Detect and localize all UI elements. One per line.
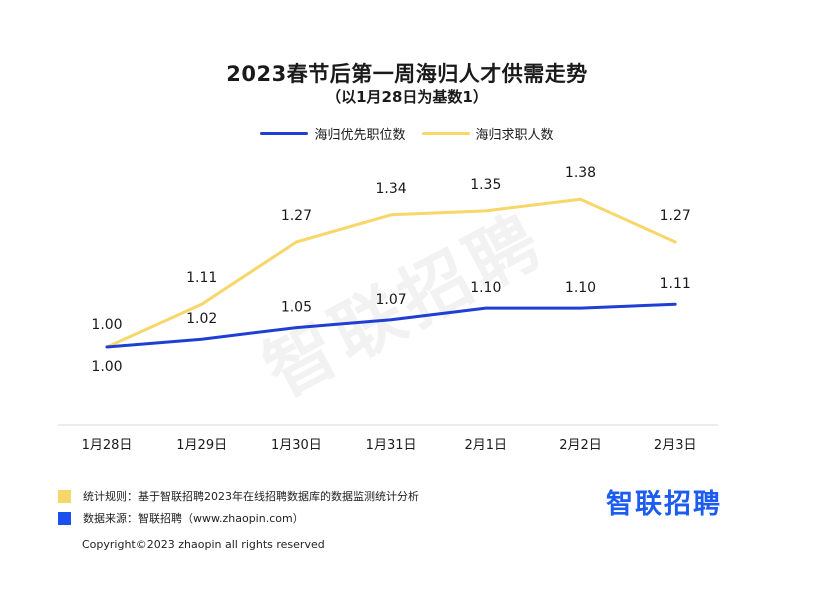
x-tick-label: 2月2日 (559, 438, 602, 453)
copyright: Copyright©2023 zhaopin all rights reserv… (82, 538, 325, 551)
note-rule-text: 统计规则：基于智联招聘2023年在线招聘数据库的数据监测统计分析 (83, 490, 419, 503)
notes: 统计规则：基于智联招聘2023年在线招聘数据库的数据监测统计分析 数据来源：智联… (58, 485, 419, 529)
x-tick-label: 1月30日 (271, 438, 322, 453)
data-label-jobs: 1.02 (186, 311, 217, 327)
x-tick-label: 1月31日 (366, 438, 417, 453)
data-label-seekers: 1.34 (376, 181, 407, 197)
chart-title: 2023春节后第一周海归人才供需走势 (226, 62, 588, 86)
legend-label-jobs: 海归优先职位数 (314, 128, 406, 143)
legend-swatch-seekers (421, 132, 470, 135)
data-label-jobs: 1.10 (565, 280, 596, 296)
legend-label-seekers: 海归求职人数 (475, 128, 554, 143)
x-tick-label: 1月29日 (176, 438, 227, 453)
brand-logo: 智联招聘 (606, 489, 722, 520)
legend: 海归优先职位数 海归求职人数 (0, 124, 814, 143)
x-tick-label: 2月1日 (465, 438, 508, 453)
data-label-seekers: 1.00 (91, 317, 122, 333)
data-label-seekers: 1.38 (565, 165, 596, 181)
data-label-jobs: 1.10 (470, 280, 501, 296)
legend-item-seekers: 海归求职人数 (421, 124, 554, 143)
data-label-seekers: 1.35 (470, 177, 501, 193)
legend-swatch-jobs (260, 132, 309, 135)
series-line-seekers (105, 197, 677, 349)
data-label-seekers: 1.27 (281, 208, 312, 224)
legend-item-jobs: 海归优先职位数 (260, 124, 406, 143)
data-label-seekers: 1.11 (186, 270, 217, 286)
note-rule: 统计规则：基于智联招聘2023年在线招聘数据库的数据监测统计分析 (58, 485, 419, 507)
note-source-text: 数据来源：智联招聘（www.zhaopin.com） (83, 512, 304, 525)
note-source: 数据来源：智联招聘（www.zhaopin.com） (58, 507, 419, 529)
series-line-jobs (105, 302, 677, 349)
x-tick-label: 2月3日 (654, 438, 697, 453)
data-label-jobs: 1.00 (91, 359, 122, 375)
line-chart: 1月28日 1月29日 1月30日 1月31日 2月1日 2月2日 2月3日 1.00 1.02… (58, 165, 718, 453)
note-rule-swatch (58, 489, 71, 503)
data-label-jobs: 1.05 (281, 300, 312, 316)
x-tick-label: 1月28日 (82, 438, 133, 453)
data-label-seekers: 1.27 (660, 208, 691, 224)
note-source-swatch (58, 511, 71, 525)
data-label-jobs: 1.07 (376, 292, 407, 308)
data-label-jobs: 1.11 (660, 276, 691, 292)
chart-subtitle: （以1月28日为基数1） (326, 88, 488, 106)
